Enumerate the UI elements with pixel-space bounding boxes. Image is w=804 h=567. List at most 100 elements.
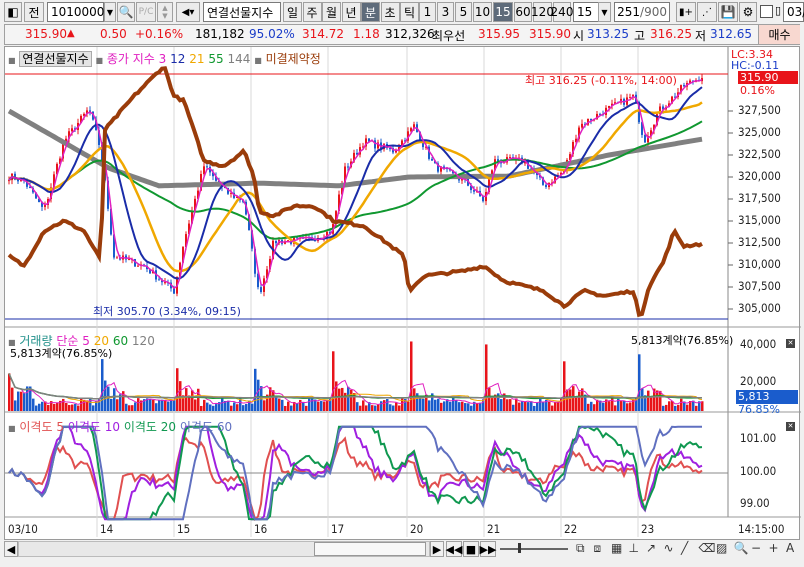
interval-button[interactable]: 1 [419, 2, 436, 22]
period-button[interactable]: 분 [361, 2, 380, 22]
volume-bar [521, 400, 524, 411]
candle [80, 115, 82, 123]
legend-vol-ma20[interactable]: 20 [93, 334, 109, 348]
interval-button[interactable]: 15 [493, 2, 513, 22]
window-icon[interactable]: ⧈ [593, 541, 602, 555]
legend-series-name[interactable]: 연결선물지수 [19, 51, 92, 67]
spinner-icon[interactable]: ▲ ▼ [157, 2, 173, 22]
legend-disparity-5[interactable]: 이격도 5 [19, 420, 64, 434]
price-axis-tick: 322,500 [738, 147, 781, 161]
scroll-right-button[interactable]: ▶ [430, 541, 444, 557]
scrollbar-thumb[interactable] [314, 542, 426, 556]
candle [701, 78, 703, 82]
chart-area[interactable]: ■ 연결선물지수 ■ 종가 지수 3 12 21 55 144 ■ 미결제약정 … [4, 46, 801, 541]
volume-bar [659, 390, 662, 411]
candle [674, 96, 676, 98]
prefix-button[interactable]: 전 [24, 2, 44, 22]
legend-close-ma[interactable]: 종가 지수 3 [106, 52, 167, 66]
save-icon[interactable]: 💾 [718, 2, 738, 22]
legend-disparity-20[interactable]: 이격도 20 [123, 420, 177, 434]
trend-icon[interactable]: ↗ [646, 541, 657, 555]
period-button[interactable]: 주 [302, 2, 322, 22]
fast-forward-button[interactable]: ▶▶ [479, 541, 497, 557]
layout-icon[interactable]: ⧉ [576, 541, 585, 555]
checkbox[interactable] [760, 5, 773, 18]
period-button[interactable]: 일 [283, 2, 302, 22]
volume-bar [305, 405, 308, 411]
interval-button[interactable]: 120 [531, 2, 554, 22]
period-button[interactable]: 년 [341, 2, 361, 22]
volume-bar [164, 399, 167, 411]
bid-price: 315.90 [529, 27, 571, 41]
legend-open-interest[interactable]: 미결제약정 [265, 52, 321, 66]
legend-vol-ma5[interactable]: 단순 5 [56, 334, 90, 348]
scroll-left-button[interactable]: ◀ [4, 541, 18, 557]
date-label: 15 [177, 522, 191, 536]
close-volume-panel-icon[interactable]: ✕ [786, 339, 795, 348]
zoom-slider[interactable] [500, 548, 568, 550]
speaker-icon[interactable]: ◀▾ [176, 2, 200, 22]
chart-canvas[interactable] [5, 47, 801, 541]
volume-bar [695, 405, 698, 411]
volume-bar [473, 401, 476, 411]
interval-button[interactable]: 60 [514, 2, 532, 22]
buy-button[interactable]: 매수 [758, 25, 800, 44]
candle [428, 146, 430, 159]
period-button[interactable]: 월 [322, 2, 341, 22]
close-disparity-panel-icon[interactable]: ✕ [786, 422, 795, 431]
minus-icon[interactable]: − [751, 541, 762, 555]
legend-disparity-10[interactable]: 이격도 10 [67, 420, 121, 434]
legend-ma12[interactable]: 12 [170, 52, 186, 66]
candle-icon[interactable]: ▮+ [676, 2, 696, 22]
volume-bar [572, 386, 575, 411]
volume-bar [476, 403, 479, 411]
date-field[interactable]: 03/ [783, 2, 804, 22]
legend-vol-ma120[interactable]: 120 [131, 334, 155, 348]
plus-icon[interactable]: + [768, 541, 779, 555]
erase-icon[interactable]: ⌫ [698, 541, 716, 555]
candle [89, 110, 91, 112]
stop-button[interactable]: ■ [463, 541, 479, 557]
volume-bar [623, 400, 626, 411]
interval-button[interactable]: 5 [455, 2, 472, 22]
volume-bar [518, 402, 521, 411]
interval-dropdown-icon[interactable]: ▼ [598, 2, 611, 22]
candle [29, 186, 31, 188]
text-icon[interactable]: A [786, 541, 795, 555]
candle [536, 173, 538, 176]
legend-ma55[interactable]: 55 [208, 52, 224, 66]
grid-icon[interactable]: ▦ [611, 541, 623, 555]
interval-button[interactable]: 240 [551, 2, 573, 22]
panel-toggle-icon[interactable]: ◧ [4, 2, 22, 22]
wave-icon[interactable]: ∿ [663, 541, 674, 555]
legend-vol-ma60[interactable]: 60 [112, 334, 129, 348]
candle [422, 141, 424, 148]
gear-icon[interactable]: ⚙ [739, 2, 757, 22]
legend-ma21[interactable]: 21 [189, 52, 205, 66]
zoom-slider-handle[interactable] [518, 543, 521, 553]
volume-bar [62, 398, 65, 411]
code-dropdown-icon[interactable]: ▼ [104, 2, 116, 22]
search-icon[interactable]: 🔍 [117, 2, 135, 22]
draw-icon[interactable]: ╱ [681, 541, 689, 555]
price-legend: ■ 연결선물지수 ■ 종가 지수 3 12 21 55 144 ■ 미결제약정 [8, 50, 321, 67]
interval-button[interactable]: 3 [437, 2, 454, 22]
chart-icon[interactable]: ▨ [716, 541, 728, 555]
volume-bar [416, 393, 419, 411]
count-input[interactable]: 251/900 [614, 2, 670, 22]
volume-bar [635, 397, 638, 411]
legend-disparity-60[interactable]: 이격도 60 [179, 420, 233, 434]
period-button[interactable]: 틱 [400, 2, 419, 22]
cursor-icon[interactable]: ⊥ [628, 541, 639, 555]
code-input[interactable]: 10100000 [47, 2, 112, 22]
legend-ma144[interactable]: 144 [227, 52, 251, 66]
price-axis-tick: 315,000 [738, 213, 781, 227]
legend-volume[interactable]: 거래량 [19, 334, 53, 348]
line-chart-icon[interactable]: ⋰ [697, 2, 717, 22]
period-button[interactable]: 초 [380, 2, 400, 22]
volume-bar [434, 399, 437, 411]
zoom-icon[interactable]: 🔍 [733, 541, 749, 555]
rewind-button[interactable]: ◀◀ [445, 541, 463, 557]
interval-button[interactable]: 10 [473, 2, 492, 22]
volume-bar [398, 405, 401, 411]
